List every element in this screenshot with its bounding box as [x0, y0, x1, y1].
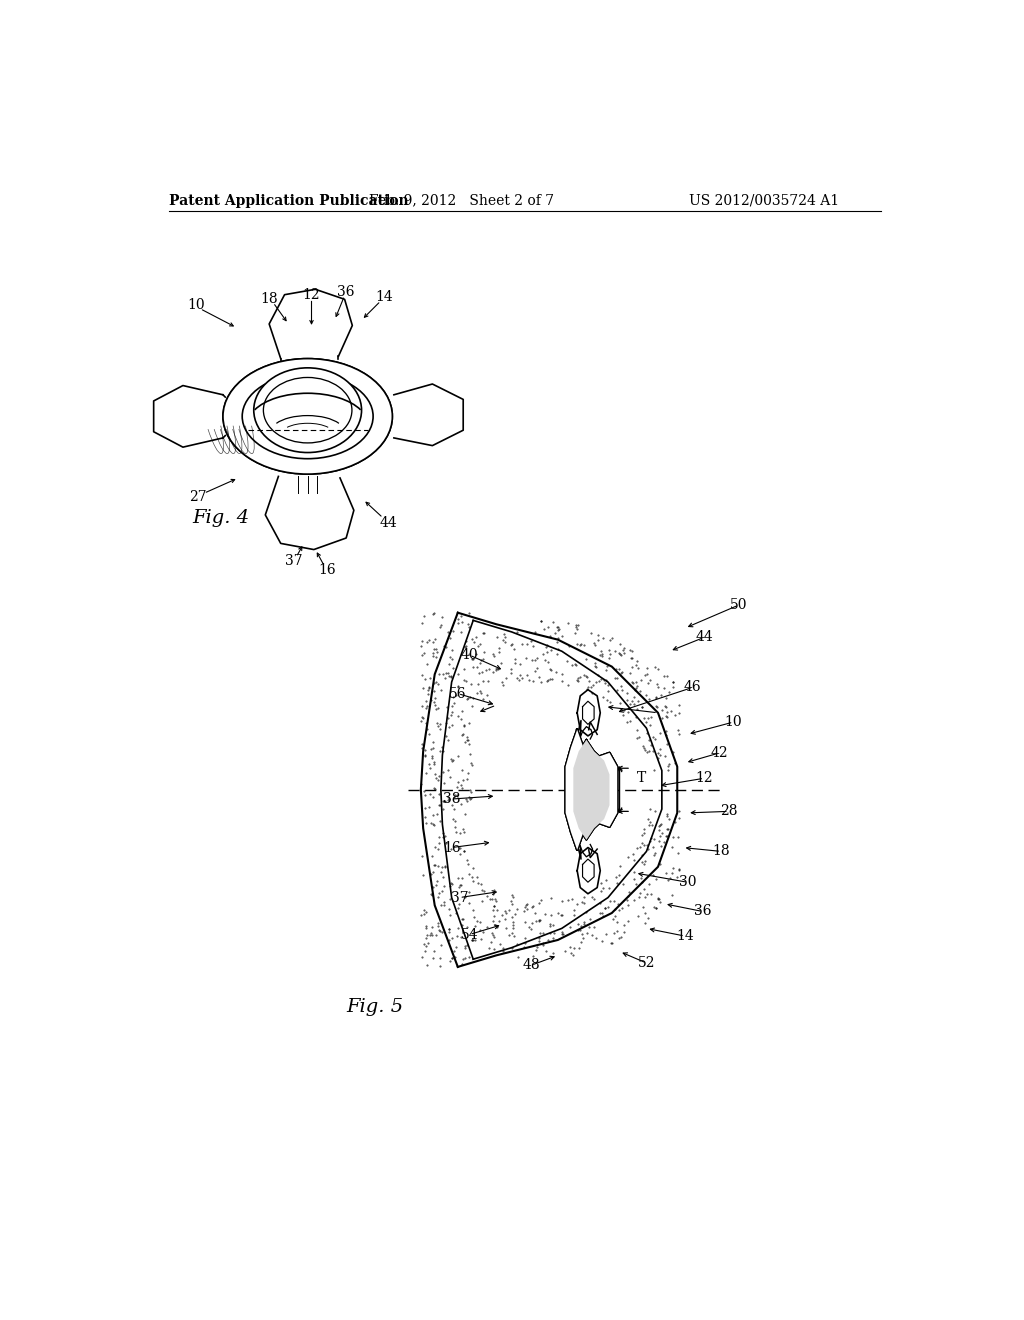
Text: 37: 37 [285, 554, 303, 568]
Text: 14: 14 [676, 929, 694, 942]
Text: 36: 36 [338, 285, 355, 298]
Text: 28: 28 [720, 804, 737, 818]
Text: 37: 37 [451, 891, 468, 904]
Text: 16: 16 [442, 841, 461, 854]
Text: 18: 18 [713, 845, 730, 858]
Text: 36: 36 [694, 904, 712, 919]
Ellipse shape [254, 368, 361, 453]
Text: US 2012/0035724 A1: US 2012/0035724 A1 [689, 194, 839, 207]
Text: 14: 14 [376, 290, 393, 304]
Text: 10: 10 [187, 298, 205, 312]
Text: 40: 40 [461, 648, 478, 663]
Text: 18: 18 [260, 292, 278, 306]
Text: 16: 16 [318, 564, 336, 577]
Text: T: T [637, 771, 646, 785]
Text: Patent Application Publication: Patent Application Publication [169, 194, 409, 207]
Text: 38: 38 [443, 792, 461, 807]
Text: 30: 30 [679, 875, 696, 890]
Text: 12: 12 [303, 288, 321, 302]
Text: Fig. 5: Fig. 5 [346, 998, 403, 1015]
Text: 56: 56 [450, 686, 467, 701]
Text: 48: 48 [522, 958, 540, 973]
Polygon shape [573, 739, 609, 840]
Text: 52: 52 [638, 956, 655, 970]
Text: 10: 10 [725, 715, 742, 729]
Text: Fig. 4: Fig. 4 [193, 508, 249, 527]
Text: 46: 46 [684, 680, 701, 694]
Ellipse shape [223, 359, 392, 474]
Text: 42: 42 [711, 746, 728, 760]
Text: 12: 12 [695, 771, 713, 785]
Polygon shape [565, 730, 617, 850]
Text: 44: 44 [695, 631, 713, 644]
Text: Feb. 9, 2012   Sheet 2 of 7: Feb. 9, 2012 Sheet 2 of 7 [369, 194, 554, 207]
Text: 27: 27 [188, 490, 207, 504]
Text: 54: 54 [461, 928, 478, 941]
Text: 44: 44 [380, 516, 397, 529]
Text: 50: 50 [730, 598, 748, 612]
